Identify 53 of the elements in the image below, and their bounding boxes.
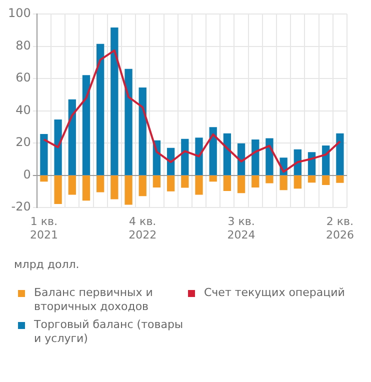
y-tick-label: 20 bbox=[16, 135, 31, 150]
bar bbox=[138, 88, 146, 176]
bar bbox=[195, 176, 203, 195]
y-tick-label: 40 bbox=[16, 102, 31, 117]
bar bbox=[252, 176, 260, 188]
bar bbox=[209, 127, 217, 176]
bar bbox=[166, 176, 175, 192]
bar bbox=[82, 75, 90, 176]
bar bbox=[54, 120, 62, 176]
bar bbox=[138, 176, 146, 196]
bar bbox=[252, 140, 260, 176]
bar bbox=[223, 176, 232, 191]
x-tick-label: 2 кв. 2026 bbox=[326, 215, 354, 242]
bar bbox=[82, 176, 90, 201]
bar bbox=[308, 176, 316, 183]
bar bbox=[223, 133, 232, 176]
x-tick-label: 4 кв. 2022 bbox=[128, 215, 157, 242]
bar bbox=[336, 176, 344, 183]
bar bbox=[110, 28, 118, 176]
bar bbox=[195, 138, 203, 176]
bar bbox=[40, 134, 48, 176]
bar bbox=[294, 176, 302, 189]
x-tick-label: 1 кв. 2021 bbox=[30, 215, 58, 242]
bar bbox=[40, 176, 48, 182]
legend-label: Счет текущих операций bbox=[204, 286, 345, 300]
bar bbox=[237, 176, 246, 194]
x-tick-label: 3 кв. 2024 bbox=[227, 215, 256, 242]
bar bbox=[266, 138, 274, 176]
legend-label: Баланс первичных и вторичных доходов bbox=[34, 286, 154, 314]
bar bbox=[54, 176, 62, 204]
bar bbox=[124, 176, 132, 205]
bar bbox=[96, 44, 104, 176]
bar bbox=[209, 176, 217, 182]
legend-label: Торговый баланс (товары и услуги) bbox=[34, 318, 184, 346]
y-axis-title: млрд долл. bbox=[14, 258, 80, 271]
bar bbox=[68, 176, 76, 195]
y-tick-label: -20 bbox=[11, 200, 31, 214]
bar bbox=[181, 176, 189, 188]
bar bbox=[110, 176, 118, 200]
bar bbox=[124, 68, 132, 176]
bar bbox=[152, 176, 161, 188]
bar bbox=[280, 176, 288, 190]
bar bbox=[322, 145, 330, 176]
y-tick-label: 0 bbox=[23, 167, 31, 182]
y-tick-label: 100 bbox=[8, 6, 31, 20]
bar bbox=[322, 176, 330, 186]
y-tick-label: 80 bbox=[16, 38, 31, 52]
bar bbox=[181, 138, 189, 176]
bar bbox=[266, 176, 274, 184]
bar bbox=[336, 133, 344, 176]
bar bbox=[68, 99, 76, 176]
bar bbox=[96, 176, 104, 192]
y-tick-label: 60 bbox=[16, 70, 31, 85]
